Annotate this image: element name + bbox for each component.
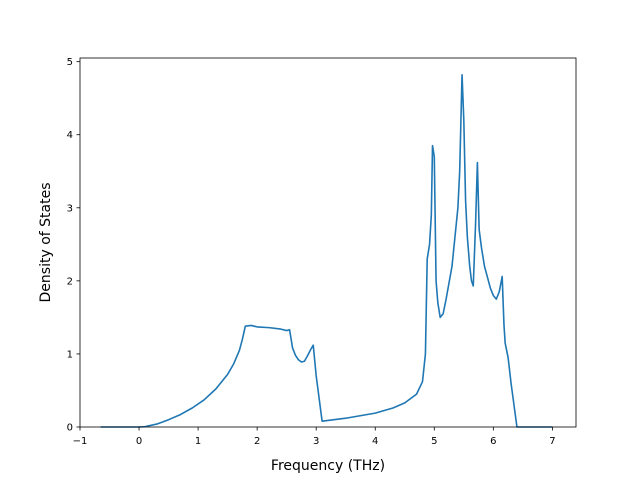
x-tick-label: 4 — [372, 436, 378, 447]
y-axis-ticks: 0 1 2 3 4 5 — [67, 57, 80, 434]
x-tick-label: 1 — [195, 436, 201, 447]
y-tick-label: 4 — [67, 130, 73, 141]
dos-series-line — [100, 74, 553, 428]
x-tick-label: −1 — [73, 436, 88, 447]
y-tick-label: 2 — [67, 276, 73, 287]
y-axis-label: Density of States — [38, 183, 54, 303]
x-tick-label: 7 — [549, 436, 555, 447]
x-tick-label: 0 — [136, 436, 142, 447]
axes-frame — [79, 57, 577, 428]
x-tick-label: 6 — [490, 436, 496, 447]
y-tick-label: 0 — [67, 423, 73, 434]
x-tick-label: 2 — [254, 436, 260, 447]
y-tick-label: 5 — [67, 57, 73, 68]
x-tick-label: 5 — [431, 436, 437, 447]
x-axis-ticks: −1 0 1 2 3 4 5 6 7 — [73, 427, 556, 447]
y-tick-label: 3 — [67, 203, 73, 214]
x-axis-label: Frequency (THz) — [271, 458, 385, 474]
plot-area — [100, 74, 553, 428]
y-tick-label: 1 — [67, 349, 73, 360]
x-tick-label: 3 — [313, 436, 319, 447]
